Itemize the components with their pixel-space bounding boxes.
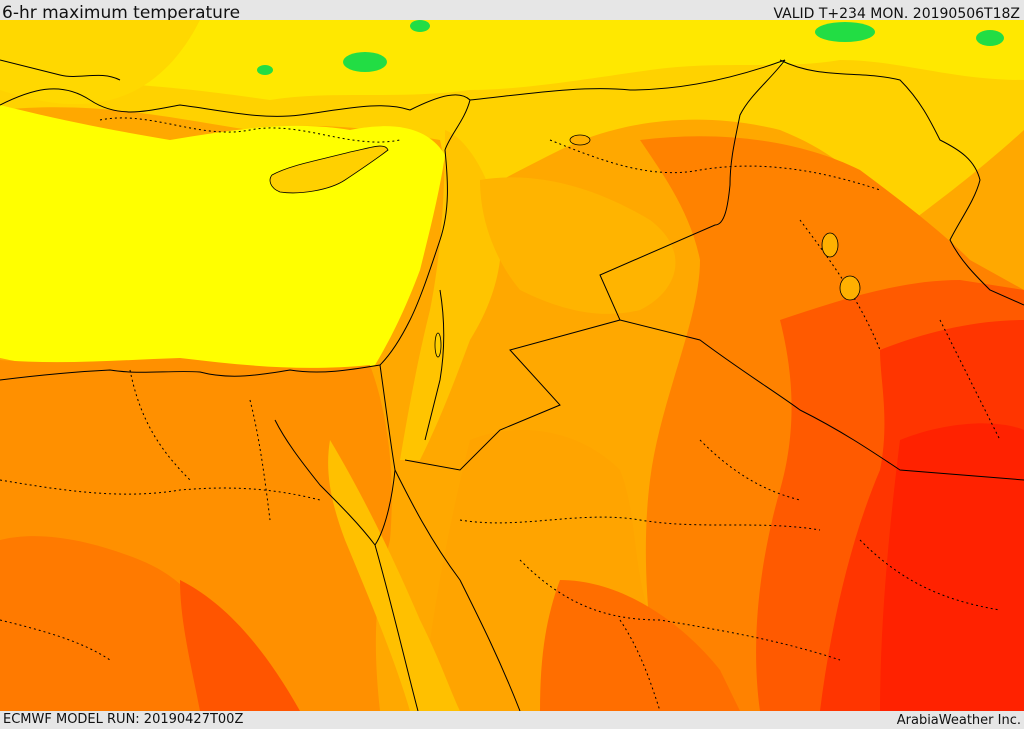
field-green-2 <box>410 20 430 32</box>
field-redsea <box>328 440 460 711</box>
field-green-4 <box>976 30 1004 46</box>
lake-iraq-2 <box>839 275 861 301</box>
field-green-3 <box>815 22 875 42</box>
field-green-1 <box>343 52 387 72</box>
field-aegean <box>0 20 200 105</box>
valid-time: VALID T+234 MON. 20190506T18Z <box>773 6 1020 22</box>
field-north-yellow <box>0 20 1024 100</box>
lake-assad <box>569 134 591 146</box>
field-egypt-dark <box>0 536 250 711</box>
map-title: 6-hr maximum temperature <box>2 3 241 23</box>
coastlines <box>0 59 1024 711</box>
model-run: ECMWF MODEL RUN: 20190427T00Z <box>3 712 244 727</box>
footer-bar <box>0 711 1024 729</box>
cyprus <box>269 145 389 194</box>
field-levant-gold <box>400 130 502 460</box>
credit: ArabiaWeather Inc. <box>896 713 1021 728</box>
field-green-5 <box>257 65 273 75</box>
lake-iraq-1 <box>821 232 839 258</box>
field-syria-gold <box>480 177 676 314</box>
field-gulf-red <box>880 423 1024 711</box>
dead-sea <box>434 332 442 358</box>
field-med-sea <box>0 105 445 371</box>
country-borders <box>404 59 1024 481</box>
field-sudan-red <box>180 580 300 711</box>
temperature-map <box>0 20 1024 711</box>
header-bar <box>0 0 1024 20</box>
field-saudi-dark <box>540 580 740 711</box>
